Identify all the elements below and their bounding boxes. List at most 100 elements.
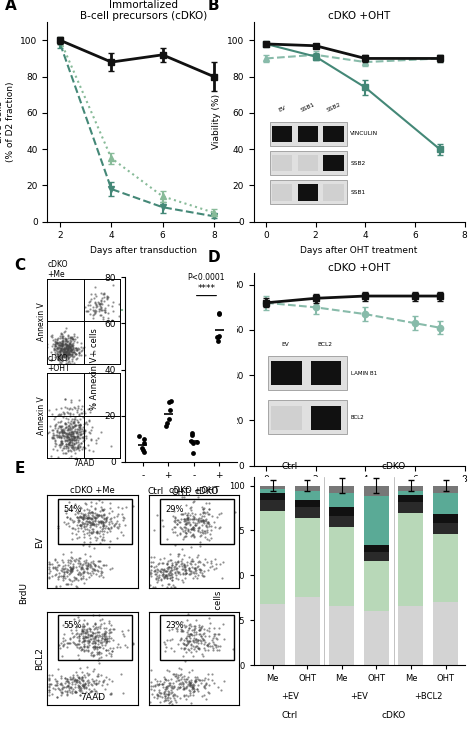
Point [70,428,77,440]
Point [53,341,60,353]
Point [182,528,190,539]
Point [60,638,67,650]
Point [58,683,65,695]
Point [182,507,189,519]
Point [171,526,179,538]
Point [187,619,194,631]
Point [98,633,106,644]
Point [66,337,74,349]
Point [81,536,88,548]
Point [64,352,72,364]
Point [182,560,189,572]
Point [64,566,71,578]
Point [199,690,206,702]
Point [191,622,199,634]
Point [198,632,206,644]
Point [65,431,73,443]
Point [80,509,88,521]
Point [51,683,59,695]
Point [212,632,220,644]
Point [200,506,208,518]
Point [65,520,73,532]
Point [73,674,80,686]
Point [103,293,111,304]
Point [92,299,100,310]
Point [66,557,74,569]
Point [96,530,103,542]
Point [83,519,91,531]
Point [73,331,81,343]
Point [79,432,87,443]
Point [67,349,75,361]
Point [55,354,63,366]
Point [72,431,79,443]
Point [182,567,190,579]
Point [93,532,101,544]
Point [69,428,76,440]
Point [60,342,68,354]
Point [163,694,170,706]
Point [78,625,86,637]
Point [91,542,98,554]
Point [169,669,177,681]
Point [68,339,75,351]
Point [162,681,170,693]
Point [169,677,177,689]
Point [73,426,80,438]
Point [163,572,171,584]
Point [206,508,213,520]
Point [107,512,114,524]
Point [104,291,112,303]
Point [76,519,83,531]
Point [177,681,184,693]
Point [150,691,157,703]
Point [70,432,78,444]
Point [55,341,62,353]
Point [48,432,56,444]
Point [68,627,76,639]
Point [188,638,195,650]
Point [108,522,115,534]
Point [64,341,72,353]
Point [201,689,208,701]
Point [69,430,77,442]
Point [65,348,73,360]
Point [97,634,104,646]
Point [103,526,110,538]
Point [78,666,86,678]
Point [198,529,205,541]
Point [215,628,223,640]
Point [61,338,68,350]
Point [199,571,207,582]
Point [62,428,70,440]
Point [215,307,223,319]
Point [78,559,86,571]
Point [95,494,102,506]
Point [182,619,190,631]
Point [84,507,92,519]
Point [58,650,66,662]
Point [75,556,83,568]
Point [190,619,198,631]
Point [68,358,76,370]
Point [163,418,171,429]
Point [51,339,59,351]
Point [179,678,187,689]
Point [200,527,207,539]
Point [67,341,74,353]
Bar [329,493,354,507]
Point [94,510,102,522]
Point [80,517,87,529]
Point [147,571,155,582]
Point [96,619,104,631]
Point [197,563,204,575]
Point [77,627,85,638]
Point [155,570,163,582]
Point [58,426,66,438]
Point [77,428,85,440]
Point [76,419,83,431]
Point [99,311,107,323]
Point [84,635,91,647]
Point [162,638,169,650]
Point [52,579,60,591]
